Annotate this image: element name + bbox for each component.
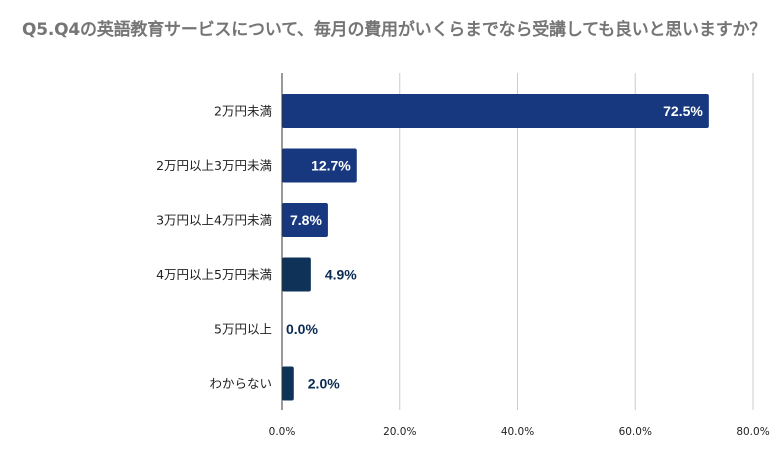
bar [282, 94, 709, 128]
category-label: 2万円未満 [214, 104, 272, 119]
category-label: 4万円以上5万円未満 [156, 267, 272, 282]
category-label: 3万円以上4万円未満 [156, 213, 272, 228]
category-label: 2万円以上3万円未満 [156, 158, 272, 173]
bar [282, 148, 357, 183]
bar [282, 203, 328, 237]
data-label: 4.9% [325, 267, 357, 283]
x-tick-label: 60.0% [619, 426, 652, 438]
x-tick-label: 40.0% [501, 426, 534, 438]
x-tick-label: 0.0% [269, 426, 296, 438]
category-label: わからない [209, 376, 272, 391]
x-tick-label: 80.0% [736, 426, 769, 438]
data-label: 2.0% [308, 376, 340, 392]
data-label: 72.5% [663, 103, 703, 119]
data-label: 12.7% [311, 158, 351, 174]
data-label: 0.0% [286, 321, 318, 337]
category-label: 5万円以上 [214, 322, 272, 337]
bar [282, 366, 294, 401]
data-label: 7.8% [290, 212, 322, 228]
x-tick-label: 20.0% [383, 426, 416, 438]
chart-title: Q5.Q4の英語教育サービスについて、毎月の費用がいくらまでなら受講しても良いと… [22, 20, 767, 40]
bar [282, 257, 311, 292]
